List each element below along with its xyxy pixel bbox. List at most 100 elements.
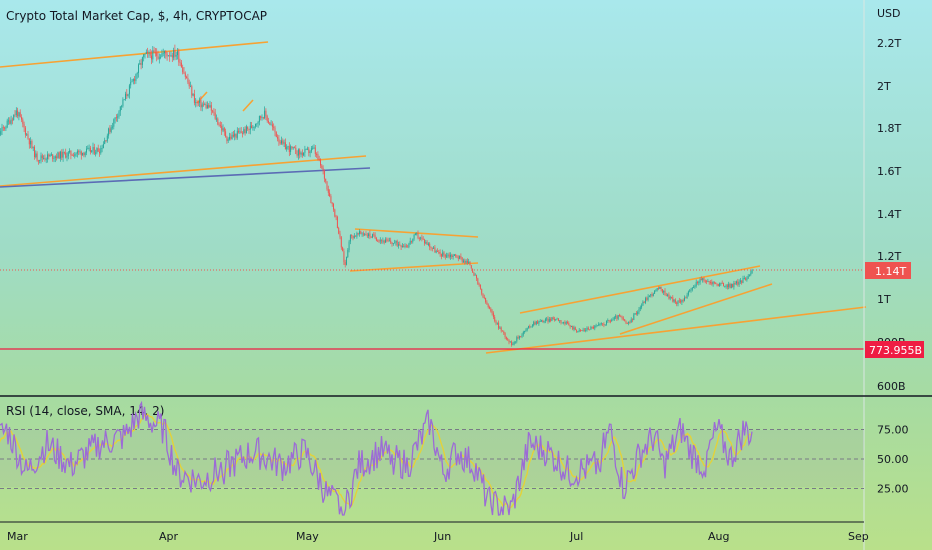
- candle-body: [738, 281, 740, 285]
- candle-body: [231, 134, 233, 139]
- candle-body: [750, 273, 752, 275]
- candle-body: [110, 127, 112, 132]
- candle-body: [694, 285, 696, 288]
- candle-body: [39, 160, 41, 161]
- candle-body: [286, 146, 288, 150]
- candle-body: [541, 320, 542, 322]
- candle-body: [556, 318, 558, 320]
- candle-body: [331, 202, 333, 204]
- candle-body: [75, 153, 77, 155]
- candle-body: [530, 326, 532, 328]
- candle-body: [4, 127, 6, 129]
- candle-body: [123, 99, 125, 101]
- candle-body: [78, 151, 80, 152]
- candle-body: [732, 283, 734, 288]
- candle-body: [140, 63, 142, 65]
- candle-body: [420, 237, 422, 239]
- candle-body: [405, 245, 407, 247]
- candle-body: [590, 326, 592, 330]
- candle-body: [730, 283, 732, 289]
- candle-body: [9, 120, 11, 124]
- candle-body: [343, 251, 345, 262]
- candle-body: [378, 240, 380, 242]
- candle-body: [265, 110, 267, 117]
- candle-body: [582, 329, 584, 331]
- candle-body: [664, 290, 666, 296]
- candle-body: [723, 282, 724, 287]
- candle-body: [244, 129, 246, 134]
- candle-body: [170, 55, 172, 57]
- candle-body: [628, 322, 630, 324]
- candle-body: [633, 314, 635, 320]
- candle-body: [695, 282, 697, 286]
- candle-body: [369, 233, 371, 237]
- candle-body: [147, 52, 149, 53]
- candle-body: [728, 283, 730, 287]
- candle-body: [693, 287, 695, 288]
- candle-body: [496, 322, 498, 324]
- candle-body: [515, 341, 516, 343]
- candle-body: [606, 320, 607, 325]
- candle-body: [156, 52, 158, 56]
- candle-body: [353, 235, 355, 239]
- candles: [0, 44, 753, 347]
- candle-body: [261, 117, 263, 119]
- candle-body: [720, 282, 722, 284]
- candle-body: [719, 283, 721, 287]
- candle-body: [50, 154, 52, 156]
- candle-body: [179, 62, 181, 64]
- candle-body: [580, 330, 581, 331]
- candle-body: [381, 240, 383, 242]
- candle-body: [196, 102, 198, 103]
- candle-body: [117, 116, 119, 118]
- candle-body: [2, 127, 4, 129]
- time-tick-label: May: [296, 530, 319, 543]
- candle-body: [278, 138, 280, 142]
- candle-body: [417, 233, 419, 239]
- candle-body: [288, 146, 290, 152]
- candle-body: [421, 237, 423, 239]
- candle-body: [603, 324, 605, 325]
- candle-body: [708, 281, 710, 283]
- candle-body: [346, 257, 347, 265]
- candle-body: [516, 337, 518, 342]
- price-axis-currency: USD: [877, 7, 901, 20]
- candle-body: [86, 148, 87, 153]
- price-tick-label: 1T: [877, 293, 891, 306]
- candle-body: [498, 322, 500, 329]
- candle-body: [30, 141, 32, 145]
- candle-body: [447, 254, 449, 256]
- candle-body: [463, 260, 464, 262]
- candle-body: [591, 326, 593, 328]
- candle-body: [482, 293, 484, 298]
- candle-body: [173, 50, 175, 58]
- candle-body: [690, 289, 692, 291]
- candle-body: [383, 240, 385, 243]
- candle-body: [6, 120, 8, 128]
- trendline-channel-top: [0, 41, 269, 68]
- candle-body: [710, 282, 711, 283]
- candle-body: [427, 243, 429, 245]
- candle-body: [551, 317, 553, 321]
- candle-body: [742, 278, 744, 283]
- candle-body: [357, 233, 359, 234]
- candle-body: [320, 159, 321, 166]
- candle-body: [256, 123, 258, 125]
- candle-body: [275, 132, 277, 137]
- candle-body: [533, 322, 535, 326]
- candle-body: [171, 55, 173, 58]
- candle-body: [426, 242, 428, 245]
- trendline-short-1: [196, 91, 208, 104]
- candle-body: [212, 110, 214, 112]
- candle-body: [602, 323, 604, 325]
- candle-body: [242, 132, 243, 134]
- candle-body: [544, 319, 546, 322]
- candle-body: [58, 152, 60, 159]
- candle-body: [125, 93, 126, 100]
- candle-body: [121, 106, 123, 107]
- candle-body: [655, 289, 657, 291]
- candle-body: [352, 235, 354, 239]
- candle-body: [386, 239, 388, 241]
- candle-body: [60, 151, 61, 159]
- candle-body: [734, 283, 736, 284]
